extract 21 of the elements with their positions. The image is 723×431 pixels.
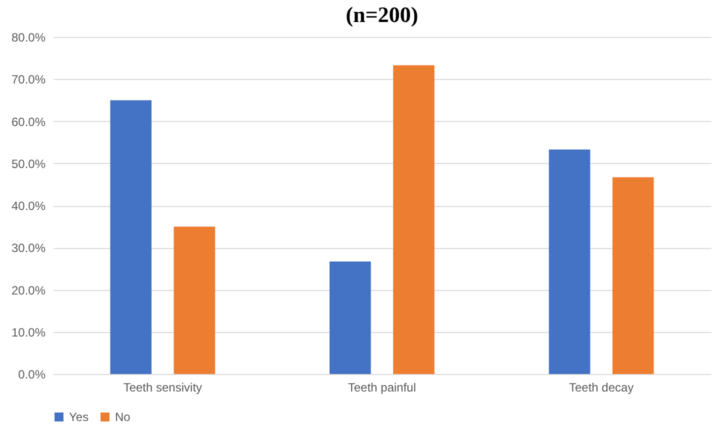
chart-title: (n=200) [346, 2, 418, 27]
x-tick-label: Teeth decay [568, 380, 634, 394]
y-tick-label: 20.0% [11, 283, 46, 298]
bar [110, 100, 152, 374]
bar [393, 65, 434, 374]
y-tick-label: 80.0% [11, 30, 46, 44]
y-tick-label: 0.0% [18, 368, 46, 382]
bar [330, 262, 371, 374]
bar [548, 149, 590, 374]
x-tick-label: Teeth sensivity [123, 380, 202, 394]
y-tick-label: 40.0% [11, 199, 46, 213]
legend-label: No [115, 410, 131, 424]
y-tick-label: 70.0% [11, 72, 46, 87]
y-tick-label: 60.0% [11, 114, 46, 129]
bar [612, 177, 654, 374]
y-tick-label: 50.0% [11, 156, 46, 171]
legend-label: Yes [69, 410, 89, 424]
bar [174, 226, 216, 374]
y-tick-label: 30.0% [11, 241, 46, 256]
x-tick-label: Teeth painful [348, 380, 416, 394]
y-tick-label: 10.0% [11, 325, 46, 340]
